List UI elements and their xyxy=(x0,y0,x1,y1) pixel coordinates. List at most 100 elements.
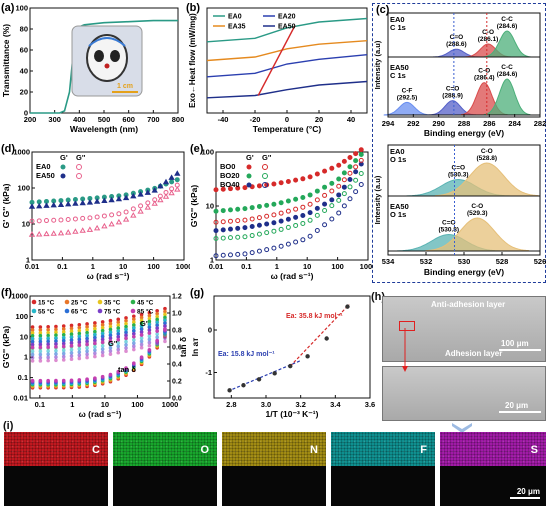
chart-e-point xyxy=(227,252,233,258)
chart-b-xtick-label: 0 xyxy=(285,115,289,124)
c3-peak-name: C-O xyxy=(481,148,493,155)
chart-d-point xyxy=(87,215,93,221)
chart-a-xtick-label: 400 xyxy=(73,115,86,124)
chart-f-gdouble-point xyxy=(85,346,89,350)
chart-d-point xyxy=(28,203,36,209)
chart-e-point xyxy=(264,221,270,227)
chart-f-xtick-label: 100 xyxy=(131,400,144,409)
eds-map-f: F xyxy=(331,432,435,506)
chart-e-point xyxy=(293,222,299,228)
chart-f-gdouble-point xyxy=(100,344,105,348)
chart-d-point xyxy=(65,216,71,222)
chart-c-carbon-ylabel: Intensity (a.u) xyxy=(373,40,382,89)
chart-f-xtick-label: 10 xyxy=(101,400,109,409)
panel-label-d: (d) xyxy=(1,143,15,155)
chart-a-xtick-label: 500 xyxy=(98,115,111,124)
chart-e-point xyxy=(358,147,364,153)
chart-e-point xyxy=(256,248,262,254)
c2-peak-name: C-C xyxy=(501,64,513,71)
chart-e-point xyxy=(285,198,291,204)
chart-e-point xyxy=(271,212,277,218)
down-chevron-icon xyxy=(452,423,472,433)
chart-e-point xyxy=(307,210,313,216)
c1-peak-name: C-O xyxy=(482,29,494,36)
chart-d-modulus: 0.01 0.1 1 10 100 1000 1 10 100 1000 ω (rad s⁻¹) G'… xyxy=(1,143,190,281)
chart-f-tan-point xyxy=(139,355,144,360)
sem-label-adhesion: Adhesion layer xyxy=(445,349,503,358)
chart-f-gprime-point xyxy=(124,330,128,335)
chart-e-point xyxy=(347,170,353,176)
chart-b-xlabel: Temperature (°C) xyxy=(253,124,322,134)
chart-f-gprime-point xyxy=(61,335,66,340)
sem-scale-bar-bottom xyxy=(499,411,541,413)
chart-f-gprime-point xyxy=(100,323,105,327)
chart-d-point xyxy=(93,198,101,204)
chart-f-y2label: tan δ xyxy=(178,337,188,357)
chart-f-gprime-point xyxy=(139,330,144,334)
chart-f-gdouble-point xyxy=(38,355,43,360)
chart-e-point xyxy=(347,164,353,170)
chart-f-gdouble-point xyxy=(100,350,105,355)
chart-d-xtick-label: 0.01 xyxy=(25,262,40,271)
panel-label-g: (g) xyxy=(190,287,204,299)
eds-scale-bar xyxy=(510,497,540,499)
chart-f-gdouble-point xyxy=(54,355,58,359)
chart-e-point xyxy=(213,187,219,193)
chart-f-gdouble-point xyxy=(163,336,167,341)
chart-f-gprime-point xyxy=(54,327,58,332)
chart-f-gdouble-point xyxy=(54,358,58,363)
chart-e-point xyxy=(242,234,248,240)
chart-e-point xyxy=(307,174,313,180)
chart-f-y2tick-label: 1.0 xyxy=(172,311,182,318)
chart-e-legend-marker xyxy=(246,164,252,170)
chart-f-gprime-point xyxy=(155,308,159,313)
chart-f-gdouble-point xyxy=(46,352,50,357)
chart-f-gprime-point xyxy=(100,337,105,342)
chart-b-xtick-label: 20 xyxy=(315,115,323,124)
chart-e-point xyxy=(307,201,313,207)
chart-d-point xyxy=(151,187,158,193)
chart-c-carbon-xtick-label: 284 xyxy=(508,119,521,128)
chart-e-point xyxy=(249,205,255,211)
chart-f-tan-point xyxy=(38,378,43,383)
chart-e-point xyxy=(322,208,328,214)
chart-f-gprime-point xyxy=(69,335,74,339)
chart-e-point xyxy=(293,206,299,212)
chart-f-gprime-point xyxy=(77,343,82,347)
chart-e-point xyxy=(256,231,262,237)
chart-e-point xyxy=(353,189,359,195)
chart-e-xtick-label: 10 xyxy=(303,262,311,271)
chart-e-point xyxy=(271,181,277,187)
chart-f-ytick-label: 1000 xyxy=(11,292,28,301)
chart-f-gdouble-point xyxy=(155,332,159,336)
chart-f-gdouble-point xyxy=(54,352,58,356)
chart-a-xtick-label: 200 xyxy=(24,115,37,124)
chart-d-point xyxy=(43,202,50,208)
chart-f-gdouble-point xyxy=(147,337,152,342)
chart-d-point xyxy=(43,230,50,237)
chart-b-dsc: (b) -40 -20 0 20 40 Temperature (°C) Exo←Heat f… xyxy=(186,2,368,134)
chart-e-point xyxy=(293,196,299,202)
chart-c-carbon-xtick-label: 282 xyxy=(534,119,546,128)
chart-c-oxygen-xtick-label: 526 xyxy=(534,257,546,266)
chart-b-xtick-label: -40 xyxy=(218,115,229,124)
chart-f-gprime-point xyxy=(85,330,89,335)
chart-f-legend-label: 75 °C xyxy=(104,308,121,316)
chart-f-gprime-point xyxy=(38,336,43,341)
chart-f-tan-point xyxy=(132,361,136,366)
chart-f-ytick-label: 1 xyxy=(24,353,28,362)
chart-f-gprime-point xyxy=(139,315,144,320)
chart-f-gprime-point xyxy=(124,316,128,320)
chart-f-gdouble-point xyxy=(155,335,159,340)
chart-f-gprime-point xyxy=(155,314,159,319)
chart-e-point xyxy=(249,216,255,222)
chart-f-gdouble-point xyxy=(61,348,66,353)
chart-f-gprime-point xyxy=(30,328,35,332)
chart-e-point xyxy=(227,218,233,224)
chart-d-point xyxy=(137,191,144,197)
chart-e-point xyxy=(353,177,359,183)
chart-f-gdouble-point xyxy=(38,359,43,363)
chart-d-legend-label: EA50 xyxy=(36,171,55,180)
chart-f-gprime-point xyxy=(139,333,144,337)
chart-f-tan-point xyxy=(147,347,152,352)
